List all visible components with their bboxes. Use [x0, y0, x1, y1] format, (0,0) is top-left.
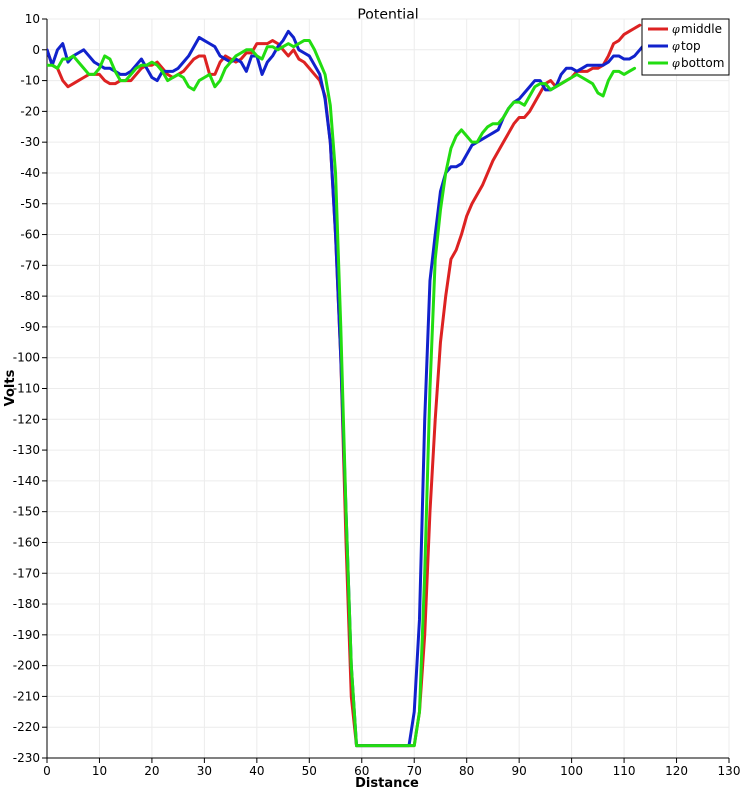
y-tick-label: -140: [13, 474, 40, 488]
y-tick-label: -170: [13, 566, 40, 580]
legend-symbol: φ: [672, 40, 680, 53]
y-tick-label: 0: [32, 43, 40, 57]
y-tick-label: -30: [20, 135, 40, 149]
y-tick-label: -40: [20, 166, 40, 180]
legend-label-top: top: [681, 39, 701, 53]
y-tick-label: -110: [13, 382, 40, 396]
y-tick-label: -60: [20, 228, 40, 242]
y-tick-label: -70: [20, 258, 40, 272]
legend-symbol: φ: [672, 23, 680, 36]
series-lines: [47, 23, 668, 748]
x-tick-label: 10: [92, 764, 107, 778]
y-tick-label: -10: [20, 74, 40, 88]
legend-symbol: φ: [672, 57, 680, 70]
y-tick-label: 10: [25, 12, 40, 26]
chart-title: Potential: [357, 7, 418, 23]
x-tick-label: 100: [560, 764, 583, 778]
x-tick-label: 130: [718, 764, 741, 778]
y-tick-label: -230: [13, 751, 40, 765]
y-tick-label: -190: [13, 628, 40, 642]
y-tick-label: -220: [13, 720, 40, 734]
y-tick-label: -200: [13, 659, 40, 673]
x-tick-label: 0: [43, 764, 51, 778]
y-axis-title: Volts: [3, 369, 18, 406]
x-tick-label: 60: [354, 764, 369, 778]
y-tick-label: -50: [20, 197, 40, 211]
x-axis-title: Distance: [355, 776, 419, 791]
y-tick-label: -100: [13, 351, 40, 365]
y-tick-label: -150: [13, 505, 40, 519]
y-tick-label: -90: [20, 320, 40, 334]
x-tick-label: 20: [144, 764, 159, 778]
legend-label-middle: middle: [681, 22, 722, 36]
x-tick-label: 50: [302, 764, 317, 778]
x-tick-label: 110: [613, 764, 636, 778]
legend-label-bottom: bottom: [681, 56, 724, 70]
axes: [42, 18, 730, 763]
y-tick-label: -180: [13, 597, 40, 611]
x-tick-label: 90: [512, 764, 527, 778]
y-tick-label: -80: [20, 289, 40, 303]
x-tick-label: 70: [407, 764, 422, 778]
y-tick-label: -130: [13, 443, 40, 457]
y-tick-label: -120: [13, 412, 40, 426]
grid: [46, 18, 730, 759]
x-tick-label: 80: [459, 764, 474, 778]
y-tick-label: -20: [20, 104, 40, 118]
y-tick-label: -210: [13, 689, 40, 703]
x-tick-labels: 0 10 20 30 40 50 60 70 80 90 100 110 120 130: [43, 764, 740, 778]
y-tick-label: -160: [13, 535, 40, 549]
x-tick-label: 120: [665, 764, 688, 778]
x-tick-label: 30: [197, 764, 212, 778]
series-line-bottom: [47, 39, 637, 748]
x-tick-label: 40: [249, 764, 264, 778]
y-tick-labels: 10 0 -10 -20 -30 -40 -50 -60 -70 -80 -90 -100 -110 -1…: [13, 12, 40, 765]
